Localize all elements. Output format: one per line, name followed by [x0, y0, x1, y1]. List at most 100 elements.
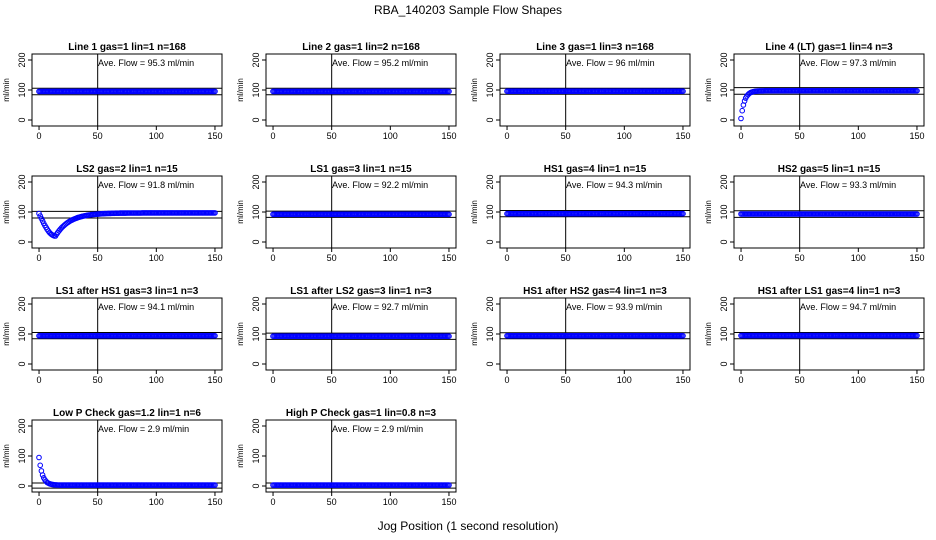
- x-tick-label: 0: [37, 375, 42, 385]
- x-tick-label: 150: [909, 253, 924, 263]
- y-tick-label: 100: [17, 326, 27, 341]
- y-axis-label: ml/min: [236, 444, 245, 468]
- average-flow-annotation: Ave. Flow = 91.8 ml/min: [98, 180, 194, 190]
- y-tick-label: 200: [719, 52, 729, 67]
- x-tick-label: 0: [505, 253, 510, 263]
- data-point: [741, 98, 748, 104]
- y-tick-label: 0: [251, 239, 261, 244]
- y-tick-label: 200: [485, 296, 495, 311]
- y-tick-label: 200: [17, 174, 27, 189]
- data-point: [36, 454, 42, 461]
- data-points: [36, 454, 218, 488]
- y-tick-label: 200: [251, 52, 261, 67]
- x-tick-label: 100: [851, 253, 866, 263]
- x-tick-label: 50: [327, 375, 337, 385]
- x-tick-label: 0: [271, 497, 276, 507]
- panel: Line 3 gas=1 lin=3 n=168 ml/min 0 50 100 150 0…: [470, 42, 691, 141]
- y-axis-label: ml/min: [236, 322, 245, 346]
- data-point: [446, 211, 452, 218]
- panel-title: HS2 gas=5 lin=1 n=15: [778, 164, 881, 175]
- x-tick-label: 0: [739, 131, 744, 141]
- data-point: [446, 333, 452, 340]
- panel-title: Low P Check gas=1.2 lin=1 n=6: [53, 408, 201, 419]
- y-tick-label: 0: [719, 239, 729, 244]
- data-points: [738, 211, 920, 217]
- data-point: [914, 211, 920, 217]
- x-tick-label: 0: [37, 131, 42, 141]
- x-tick-label: 100: [383, 131, 398, 141]
- x-tick-label: 150: [909, 131, 924, 141]
- y-tick-label: 100: [251, 326, 261, 341]
- y-tick-label: 200: [17, 296, 27, 311]
- y-axis-label: ml/min: [704, 78, 713, 102]
- panel: Line 4 (LT) gas=1 lin=4 n=3 ml/min 0 50 100 1…: [704, 42, 925, 141]
- x-tick-label: 50: [327, 131, 337, 141]
- x-tick-label: 100: [851, 375, 866, 385]
- panel: Line 2 gas=1 lin=2 n=168 ml/min 0 50 100 150 0…: [236, 42, 457, 141]
- y-tick-label: 100: [485, 204, 495, 219]
- average-flow-annotation: Ave. Flow = 2.9 ml/min: [332, 424, 423, 434]
- y-axis-label: ml/min: [2, 444, 11, 468]
- data-point: [739, 107, 746, 114]
- x-tick-label: 100: [149, 497, 164, 507]
- panel-title: Line 1 gas=1 lin=1 n=168: [68, 42, 186, 53]
- panel: LS1 after HS1 gas=3 lin=1 n=3 ml/min 0 50 10…: [2, 286, 223, 385]
- x-tick-label: 150: [207, 131, 222, 141]
- x-tick-label: 150: [207, 497, 222, 507]
- x-tick-label: 50: [93, 375, 103, 385]
- y-tick-label: 100: [17, 448, 27, 463]
- y-tick-label: 200: [251, 296, 261, 311]
- y-axis-label: ml/min: [236, 78, 245, 102]
- data-points: [738, 332, 920, 339]
- average-flow-annotation: Ave. Flow = 97.3 ml/min: [800, 58, 896, 68]
- y-tick-label: 100: [251, 82, 261, 97]
- y-tick-label: 100: [251, 448, 261, 463]
- panel-title: HS1 gas=4 lin=1 n=15: [544, 164, 647, 175]
- average-flow-annotation: Ave. Flow = 94.1 ml/min: [98, 302, 194, 312]
- y-axis-label: ml/min: [2, 78, 11, 102]
- y-tick-label: 100: [719, 326, 729, 341]
- y-axis-label: ml/min: [2, 200, 11, 224]
- data-points: [504, 333, 686, 339]
- x-tick-label: 0: [271, 131, 276, 141]
- data-points: [270, 482, 452, 488]
- x-tick-label: 0: [37, 253, 42, 263]
- y-tick-label: 0: [485, 117, 495, 122]
- y-tick-label: 0: [719, 117, 729, 122]
- y-tick-label: 0: [251, 483, 261, 488]
- x-tick-label: 150: [441, 253, 456, 263]
- data-points: [504, 210, 686, 217]
- data-point: [212, 482, 218, 488]
- average-flow-annotation: Ave. Flow = 95.3 ml/min: [98, 58, 194, 68]
- y-tick-label: 200: [485, 52, 495, 67]
- y-tick-label: 200: [719, 296, 729, 311]
- data-points: [36, 88, 218, 95]
- y-tick-label: 100: [485, 326, 495, 341]
- y-tick-label: 0: [251, 117, 261, 122]
- panel: High P Check gas=1 lin=0.8 n=3 ml/min 0 50 1…: [236, 408, 457, 507]
- panel-title: HS1 after HS2 gas=4 lin=1 n=3: [523, 286, 667, 297]
- x-tick-label: 100: [149, 131, 164, 141]
- x-tick-label: 50: [561, 375, 571, 385]
- x-tick-label: 0: [271, 375, 276, 385]
- x-tick-label: 100: [383, 497, 398, 507]
- y-tick-label: 200: [17, 418, 27, 433]
- x-tick-label: 150: [675, 253, 690, 263]
- y-tick-label: 200: [251, 418, 261, 433]
- y-tick-label: 0: [485, 239, 495, 244]
- y-tick-label: 0: [251, 361, 261, 366]
- data-point: [738, 115, 744, 122]
- average-flow-annotation: Ave. Flow = 92.2 ml/min: [332, 180, 428, 190]
- x-tick-label: 150: [909, 375, 924, 385]
- panel-title: LS1 after HS1 gas=3 lin=1 n=3: [56, 286, 199, 297]
- data-point: [680, 210, 686, 217]
- x-tick-label: 100: [617, 253, 632, 263]
- x-tick-label: 150: [675, 131, 690, 141]
- panel: HS1 after LS1 gas=4 lin=1 n=3 ml/min 0 50 10…: [704, 286, 925, 385]
- data-point: [446, 88, 452, 95]
- panel-title: LS1 after LS2 gas=3 lin=1 n=3: [290, 286, 432, 297]
- data-points: [270, 333, 452, 340]
- panel-grid: Line 1 gas=1 lin=1 n=168 ml/min 0 50 100 150 0…: [2, 42, 925, 507]
- y-axis-label: ml/min: [704, 322, 713, 346]
